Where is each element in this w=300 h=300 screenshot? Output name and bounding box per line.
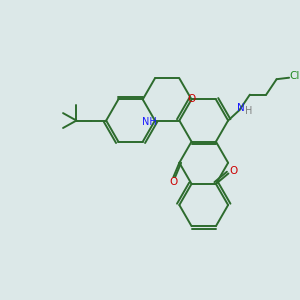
Text: O: O (188, 94, 196, 104)
Text: N: N (237, 103, 244, 113)
Text: O: O (170, 177, 178, 188)
Text: Cl: Cl (290, 71, 300, 81)
Text: NH: NH (142, 117, 157, 127)
Text: O: O (229, 167, 237, 176)
Text: H: H (245, 106, 253, 116)
